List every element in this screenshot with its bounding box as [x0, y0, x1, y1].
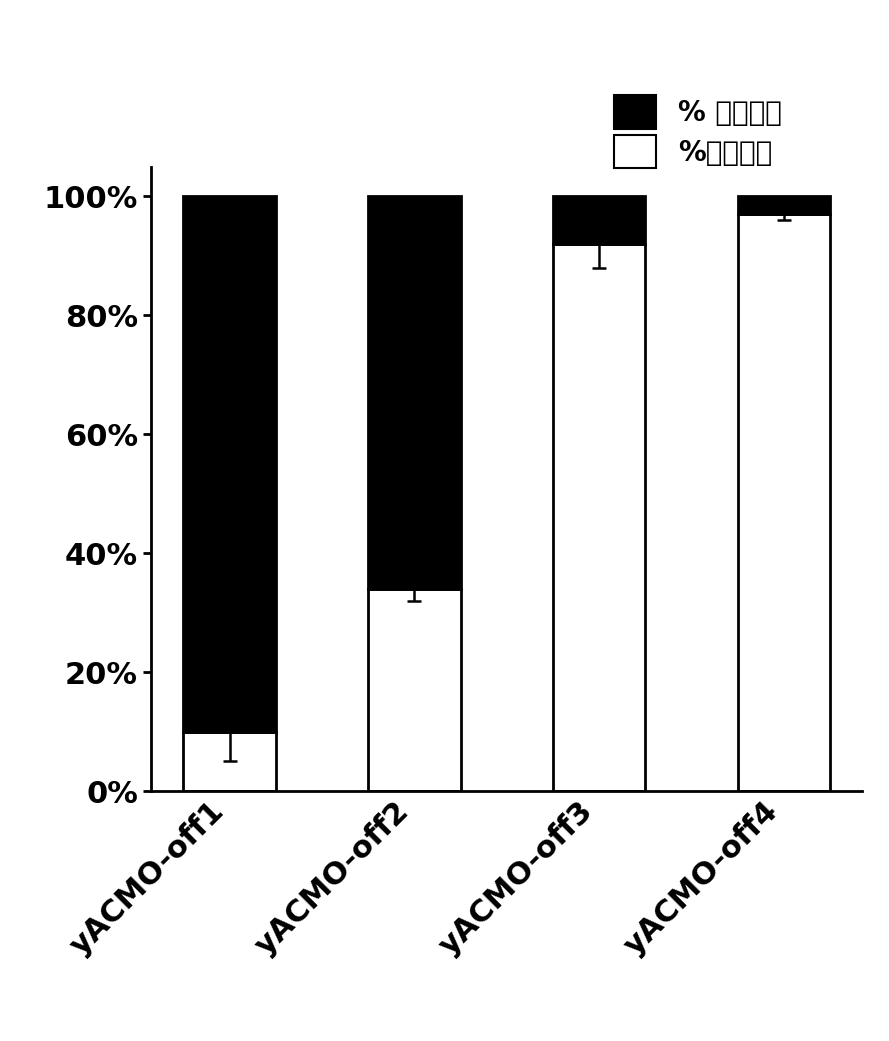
- Bar: [183, 732, 276, 791]
- Legend: % 红色菌落, %白色菌落: % 红色菌落, %白色菌落: [606, 86, 790, 177]
- Bar: [368, 589, 461, 791]
- Bar: [553, 197, 645, 244]
- Bar: [738, 214, 830, 791]
- Bar: [368, 197, 461, 589]
- Bar: [553, 244, 645, 791]
- Bar: [738, 197, 830, 214]
- Bar: [183, 197, 276, 732]
